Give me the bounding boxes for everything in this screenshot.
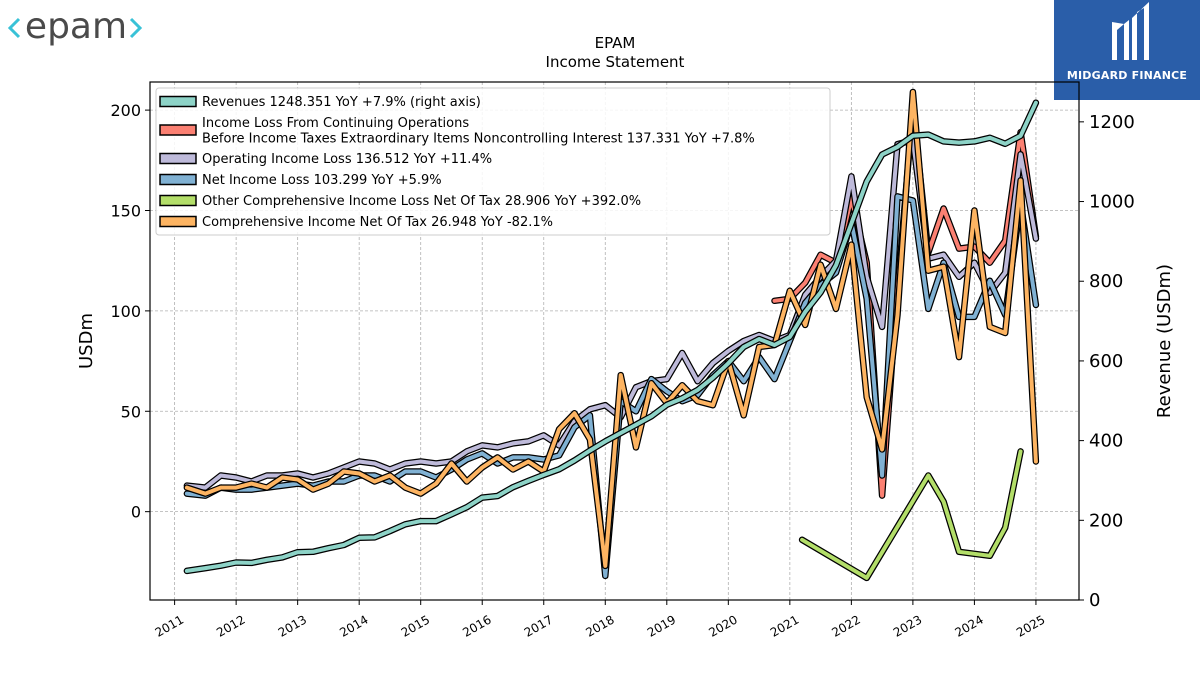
y-axis-right-label: Revenue (USDm) [1154, 264, 1175, 418]
x-tick-label: 2021 [768, 612, 801, 639]
x-tick-label: 2012 [214, 612, 247, 639]
y-right-tick-label: 400 [1089, 431, 1123, 452]
legend-label: Net Income Loss 103.299 YoY +5.9% [202, 173, 442, 188]
y-axis-label: USDm [76, 313, 97, 369]
legend-label: Other Comprehensive Income Loss Net Of T… [202, 194, 641, 209]
y-tick-label: 0 [131, 503, 141, 522]
series-line [184, 138, 1038, 490]
legend: Revenues 1248.351 YoY +7.9% (right axis)… [155, 87, 831, 236]
x-tick-label: 2023 [891, 612, 924, 639]
legend-swatch [159, 124, 197, 136]
y-right-tick-label: 1000 [1089, 192, 1135, 213]
logo-right-chevron-icon [129, 17, 143, 39]
x-tick-label: 2019 [645, 612, 678, 639]
y-tick-label: 200 [110, 101, 141, 120]
legend-box [155, 87, 831, 236]
legend-label: Comprehensive Income Net Of Tax 26.948 Y… [202, 215, 553, 230]
x-tick-label: 2022 [829, 612, 862, 639]
series-lines [183, 88, 1040, 582]
x-tick-label: 2017 [522, 612, 555, 639]
legend-label: Operating Income Loss 136.512 YoY +11.4% [202, 152, 492, 167]
legend-swatch [159, 215, 197, 228]
chart-subtitle: Income Statement [546, 53, 685, 71]
x-tick-label: 2020 [706, 612, 739, 639]
x-tick-label: 2024 [952, 612, 985, 639]
legend-label: Revenues 1248.351 YoY +7.9% (right axis) [202, 95, 481, 110]
logo-left-chevron-icon [7, 17, 21, 39]
y-right-tick-label: 600 [1089, 351, 1123, 372]
legend-swatch [159, 173, 197, 186]
y-right-tick-label: 0 [1089, 590, 1100, 611]
series-line [184, 100, 1038, 573]
epam-logo: epam [7, 6, 143, 47]
series-line [184, 90, 1038, 568]
x-tick-label: 2016 [460, 612, 493, 639]
plot-frame [149, 81, 1080, 601]
y-right-tick-label: 200 [1089, 510, 1123, 531]
badge-text: MIDGARD FINANCE [1066, 69, 1188, 82]
y-tick-label: 50 [121, 402, 141, 421]
x-tick-label: 2018 [583, 612, 616, 639]
legend-swatch [159, 152, 197, 165]
midgard-finance-badge: MIDGARD FINANCE [1054, 0, 1200, 100]
series-line [800, 449, 1023, 580]
x-tick-label: 2013 [276, 612, 309, 639]
y-right-tick-label: 800 [1089, 271, 1123, 292]
legend-swatch [159, 194, 197, 207]
x-tick-label: 2015 [399, 612, 432, 639]
x-tick-label: 2025 [1014, 612, 1047, 639]
legend-label: Income Loss From Continuing Operations Be… [202, 116, 755, 147]
logo-text: epam [25, 6, 127, 47]
midgard-logo-icon [1112, 2, 1149, 60]
y-tick-label: 150 [110, 201, 141, 220]
y-right-tick-label: 1200 [1089, 112, 1135, 133]
y-tick-label: 100 [110, 302, 141, 321]
x-tick-label: 2014 [337, 612, 370, 639]
chart-title: EPAM [595, 34, 636, 52]
legend-swatch [159, 95, 197, 108]
x-tick-label: 2011 [153, 612, 186, 639]
